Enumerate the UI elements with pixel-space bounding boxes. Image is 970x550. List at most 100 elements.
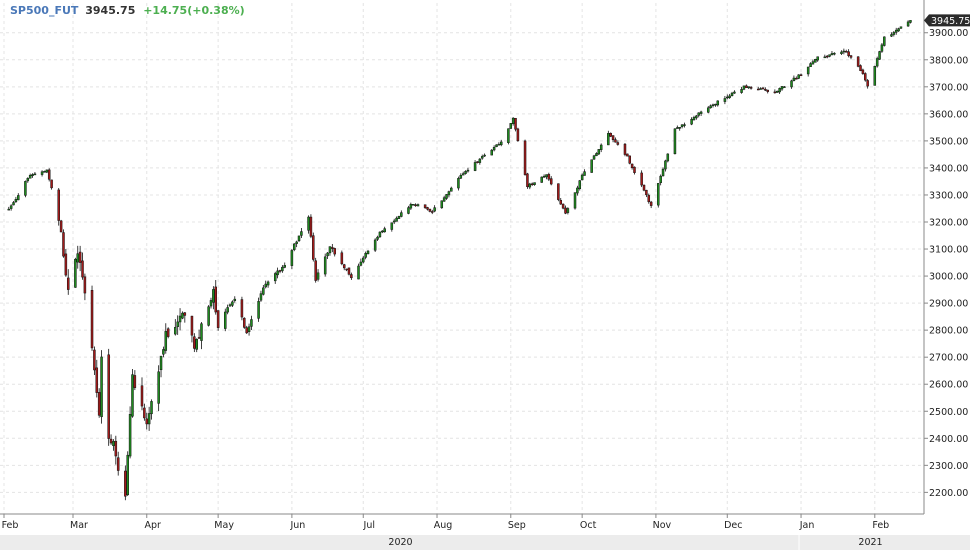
candle-up — [76, 253, 80, 263]
candle-up — [459, 175, 463, 179]
candle-up — [540, 176, 543, 183]
y-tick-label: 3500.00 — [929, 136, 968, 147]
x-tick-label: Sep — [508, 520, 526, 531]
x-tick-label: Feb — [872, 520, 889, 531]
candle-up — [706, 107, 710, 113]
candle-up — [894, 29, 898, 33]
candle-down — [825, 55, 829, 58]
candle-up — [247, 326, 251, 333]
candle-down — [849, 55, 853, 58]
candle-down — [561, 203, 565, 209]
candle-up — [507, 128, 510, 143]
candle-down — [745, 85, 748, 88]
y-tick-label: 2500.00 — [929, 407, 968, 418]
candle-up — [128, 414, 132, 457]
y-tick-label: 3800.00 — [929, 55, 968, 66]
y-tick-label: 3300.00 — [929, 190, 968, 201]
candle-up — [195, 339, 198, 350]
x-tick-label: Dec — [724, 520, 742, 531]
candle-down — [350, 274, 353, 279]
candle-up — [147, 413, 151, 425]
candle-up — [378, 231, 382, 238]
candle-up — [323, 256, 327, 275]
candle-down — [756, 88, 760, 91]
x-tick-label: Oct — [580, 520, 597, 531]
candle-up — [376, 236, 379, 240]
candle-up — [783, 86, 786, 88]
candle-down — [197, 337, 201, 339]
candle-up — [830, 53, 834, 56]
candle-up — [74, 258, 77, 288]
candle-down — [47, 169, 51, 180]
candle-up — [726, 96, 729, 99]
y-tick-label: 2800.00 — [929, 326, 968, 337]
candle-up — [457, 178, 460, 189]
candle-down — [109, 438, 113, 444]
candle-up — [200, 323, 203, 341]
candle-up — [483, 154, 486, 157]
candle-up — [775, 90, 779, 93]
candle-up — [316, 272, 320, 280]
candle-down — [523, 140, 527, 175]
candle-up — [40, 171, 44, 175]
x-tick-label: Jan — [799, 520, 815, 531]
candle-up — [297, 235, 301, 242]
candle-up — [478, 158, 482, 163]
candle-down — [616, 142, 620, 145]
candle-down — [847, 51, 850, 57]
chart-header: SP500_FUT 3945.75 +14.75(+0.38%) — [10, 4, 245, 17]
candle-up — [33, 173, 37, 176]
candle-up — [509, 123, 513, 129]
candle-up — [293, 243, 296, 250]
candle-down — [859, 65, 862, 71]
candle-up — [276, 270, 279, 276]
candle-up — [359, 261, 363, 266]
y-tick-label: 2200.00 — [929, 488, 968, 499]
y-tick-label: 2400.00 — [929, 434, 968, 445]
candle-up — [542, 175, 546, 178]
candle-up — [300, 231, 303, 236]
candle-down — [549, 178, 553, 185]
candle-down — [564, 207, 567, 214]
last-price-marker — [924, 14, 970, 27]
candle-down — [342, 264, 346, 269]
candle-up — [445, 194, 448, 199]
candle-up — [716, 100, 720, 106]
candle-up — [573, 192, 577, 209]
candle-up — [500, 141, 503, 146]
candle-down — [861, 69, 865, 74]
symbol-label[interactable]: SP500_FUT — [10, 4, 79, 17]
candle-up — [661, 168, 665, 177]
candle-up — [678, 127, 681, 129]
candle-down — [140, 385, 144, 407]
candle-up — [390, 222, 394, 230]
candle-up — [892, 32, 896, 35]
candle-down — [78, 251, 82, 263]
candle-up — [264, 283, 267, 288]
candle-down — [314, 260, 317, 281]
candle-up — [328, 246, 332, 254]
candle-up — [473, 162, 477, 171]
candle-up — [806, 66, 810, 75]
y-tick-label: 3700.00 — [929, 82, 968, 93]
candle-up — [533, 182, 536, 185]
candle-up — [364, 252, 367, 258]
candle-down — [795, 78, 798, 80]
candle-up — [231, 301, 234, 306]
year-strip — [0, 535, 970, 550]
last-price: 3945.75 — [85, 4, 136, 17]
candle-up — [17, 195, 20, 201]
candle-up — [699, 111, 703, 114]
candle-up — [878, 51, 881, 60]
y-tick-label: 2600.00 — [929, 380, 968, 391]
candle-down — [240, 299, 244, 318]
candle-up — [24, 181, 27, 196]
candle-down — [133, 375, 137, 388]
candle-down — [647, 195, 651, 203]
candle-up — [226, 307, 229, 313]
candle-down — [116, 457, 120, 471]
candle-up — [228, 304, 232, 307]
candle-down — [95, 367, 99, 393]
candle-down — [640, 172, 643, 186]
candle-up — [433, 207, 436, 212]
